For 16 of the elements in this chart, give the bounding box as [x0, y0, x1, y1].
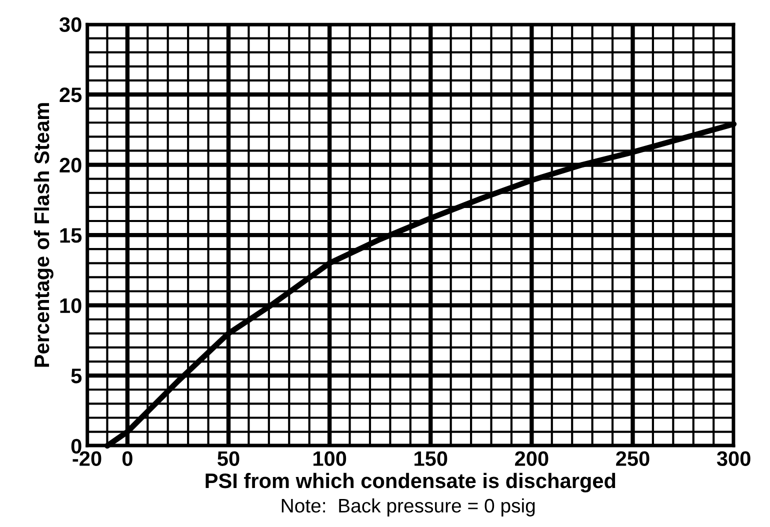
text: Note: Back pressure = 0 psig	[282, 498, 535, 516]
x-tick-label: 150	[414, 451, 448, 466]
x-tick-label: 200	[515, 451, 548, 466]
x-tick-label: 0	[122, 451, 132, 466]
x-axis-title: PSI from which condensate is discharged	[206, 472, 616, 492]
y-tick-label: 5	[71, 368, 82, 384]
x-tick-label: 300	[716, 451, 750, 466]
y-tick-label: 10	[60, 298, 82, 314]
y-tick-label: 15	[60, 228, 82, 243]
y-tick-label: 25	[60, 88, 82, 102]
x-tick-label: 250	[616, 451, 650, 466]
y-tick-label: 20	[60, 158, 82, 173]
y-tick-label: 30	[59, 17, 82, 32]
x-tick-label: 100	[313, 451, 346, 466]
y-axis-title: Percentage of Flash Steam	[34, 103, 54, 367]
x-tick-label: 50	[218, 451, 240, 466]
